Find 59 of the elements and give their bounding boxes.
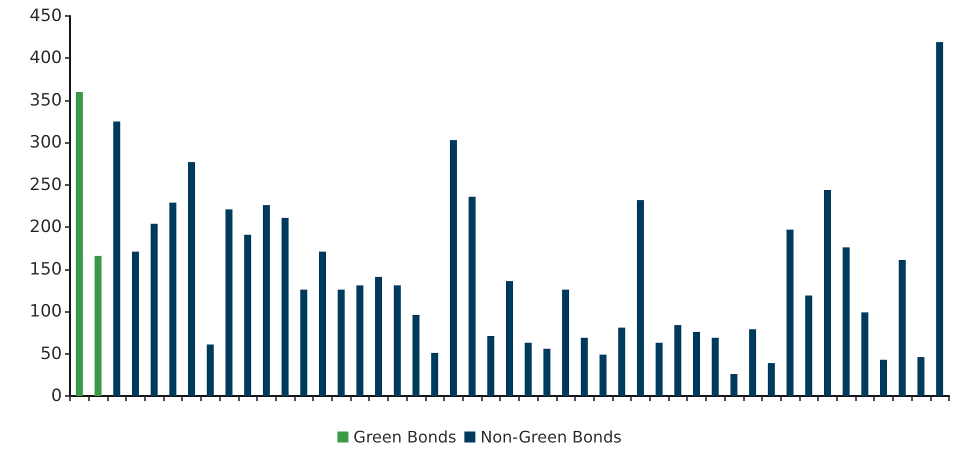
bar bbox=[786, 230, 794, 396]
bar bbox=[600, 354, 607, 396]
y-tick-label: 400 bbox=[30, 48, 62, 68]
bar bbox=[450, 140, 457, 396]
bar bbox=[656, 342, 663, 396]
bar bbox=[132, 252, 139, 396]
bar bbox=[917, 357, 924, 396]
bar bbox=[824, 190, 831, 396]
bar bbox=[580, 338, 588, 396]
bar bbox=[842, 247, 850, 396]
bar bbox=[169, 202, 176, 396]
bar bbox=[262, 205, 270, 396]
bar bbox=[543, 348, 550, 396]
bar bbox=[936, 42, 944, 396]
bar bbox=[898, 260, 906, 396]
bar bbox=[749, 329, 756, 396]
bar bbox=[356, 285, 364, 396]
legend-label: Non-Green Bonds bbox=[480, 428, 622, 446]
bar bbox=[618, 328, 626, 396]
bar bbox=[712, 338, 719, 396]
bar bbox=[768, 363, 775, 396]
bar bbox=[487, 336, 494, 396]
bar bbox=[225, 209, 232, 396]
legend-label: Green Bonds bbox=[353, 428, 456, 446]
bar bbox=[206, 344, 214, 396]
bar bbox=[674, 325, 682, 396]
bar bbox=[150, 224, 158, 396]
bar bbox=[524, 342, 532, 396]
bar bbox=[636, 200, 644, 396]
bar bbox=[693, 332, 700, 396]
bar bbox=[880, 360, 888, 396]
bar bbox=[318, 252, 326, 396]
y-tick-label: 300 bbox=[30, 132, 62, 153]
bar bbox=[338, 290, 345, 396]
bar bbox=[113, 122, 120, 396]
bar bbox=[394, 285, 401, 396]
y-tick-label: 200 bbox=[30, 217, 62, 238]
y-tick-label: 250 bbox=[30, 174, 62, 195]
y-tick-label: 0 bbox=[51, 386, 62, 406]
bar bbox=[468, 196, 476, 396]
y-tick-label: 50 bbox=[40, 344, 62, 364]
bar bbox=[562, 290, 570, 396]
bar bbox=[94, 256, 102, 396]
y-tick-label: 350 bbox=[30, 90, 62, 110]
bar bbox=[431, 352, 438, 396]
bar bbox=[805, 296, 812, 396]
bar bbox=[244, 234, 252, 396]
bar bbox=[188, 162, 196, 396]
bar bbox=[506, 281, 513, 396]
bar bbox=[300, 290, 308, 396]
y-tick-label: 150 bbox=[30, 259, 62, 280]
bar bbox=[412, 314, 420, 396]
y-tick-label: 100 bbox=[30, 302, 62, 322]
bar bbox=[861, 312, 868, 396]
bar bbox=[375, 276, 382, 396]
bar bbox=[76, 92, 83, 396]
bar bbox=[730, 374, 738, 396]
y-tick-label: 450 bbox=[30, 6, 62, 26]
bar bbox=[282, 218, 289, 396]
